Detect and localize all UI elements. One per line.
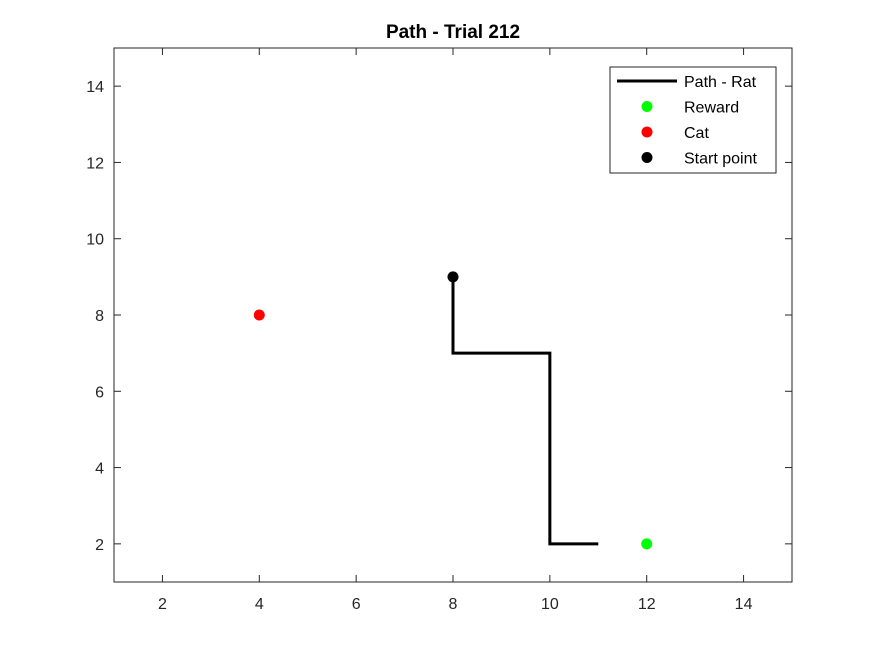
plot-area [253,271,653,550]
x-tick-label: 14 [735,596,753,613]
y-tick-label: 2 [95,537,104,554]
reward-marker [641,538,653,550]
y-tick-label: 12 [86,155,104,172]
start-point-marker [447,271,459,283]
legend-swatch-reward [641,101,653,112]
y-tick-label: 10 [86,232,104,249]
y-tick-label: 6 [95,384,104,401]
x-tick-label: 6 [352,596,361,613]
cat-marker [253,309,265,321]
y-tick-label: 8 [95,308,104,325]
y-tick-label: 4 [95,461,104,478]
legend-swatch-cat [641,126,653,138]
chart-title: Path - Trial 212 [386,22,520,43]
legend-label-reward: Reward [684,100,739,117]
x-tick-label: 4 [255,596,264,613]
path-rat-line [451,276,599,546]
x-tick-label: 12 [638,596,656,613]
legend-swatch-start-point [641,152,653,163]
x-tick-label: 10 [541,596,559,613]
y-tick-label: 14 [86,79,104,96]
legend-label-path-rat: Path - Rat [684,74,757,91]
legend-label-cat: Cat [684,125,709,142]
x-tick-label: 2 [158,596,167,613]
legend-box [609,66,777,174]
legend-label-start-point: Start point [684,151,757,168]
x-tick-label: 8 [449,596,458,613]
legend: Path - Rat Reward Cat Start point [609,66,777,174]
